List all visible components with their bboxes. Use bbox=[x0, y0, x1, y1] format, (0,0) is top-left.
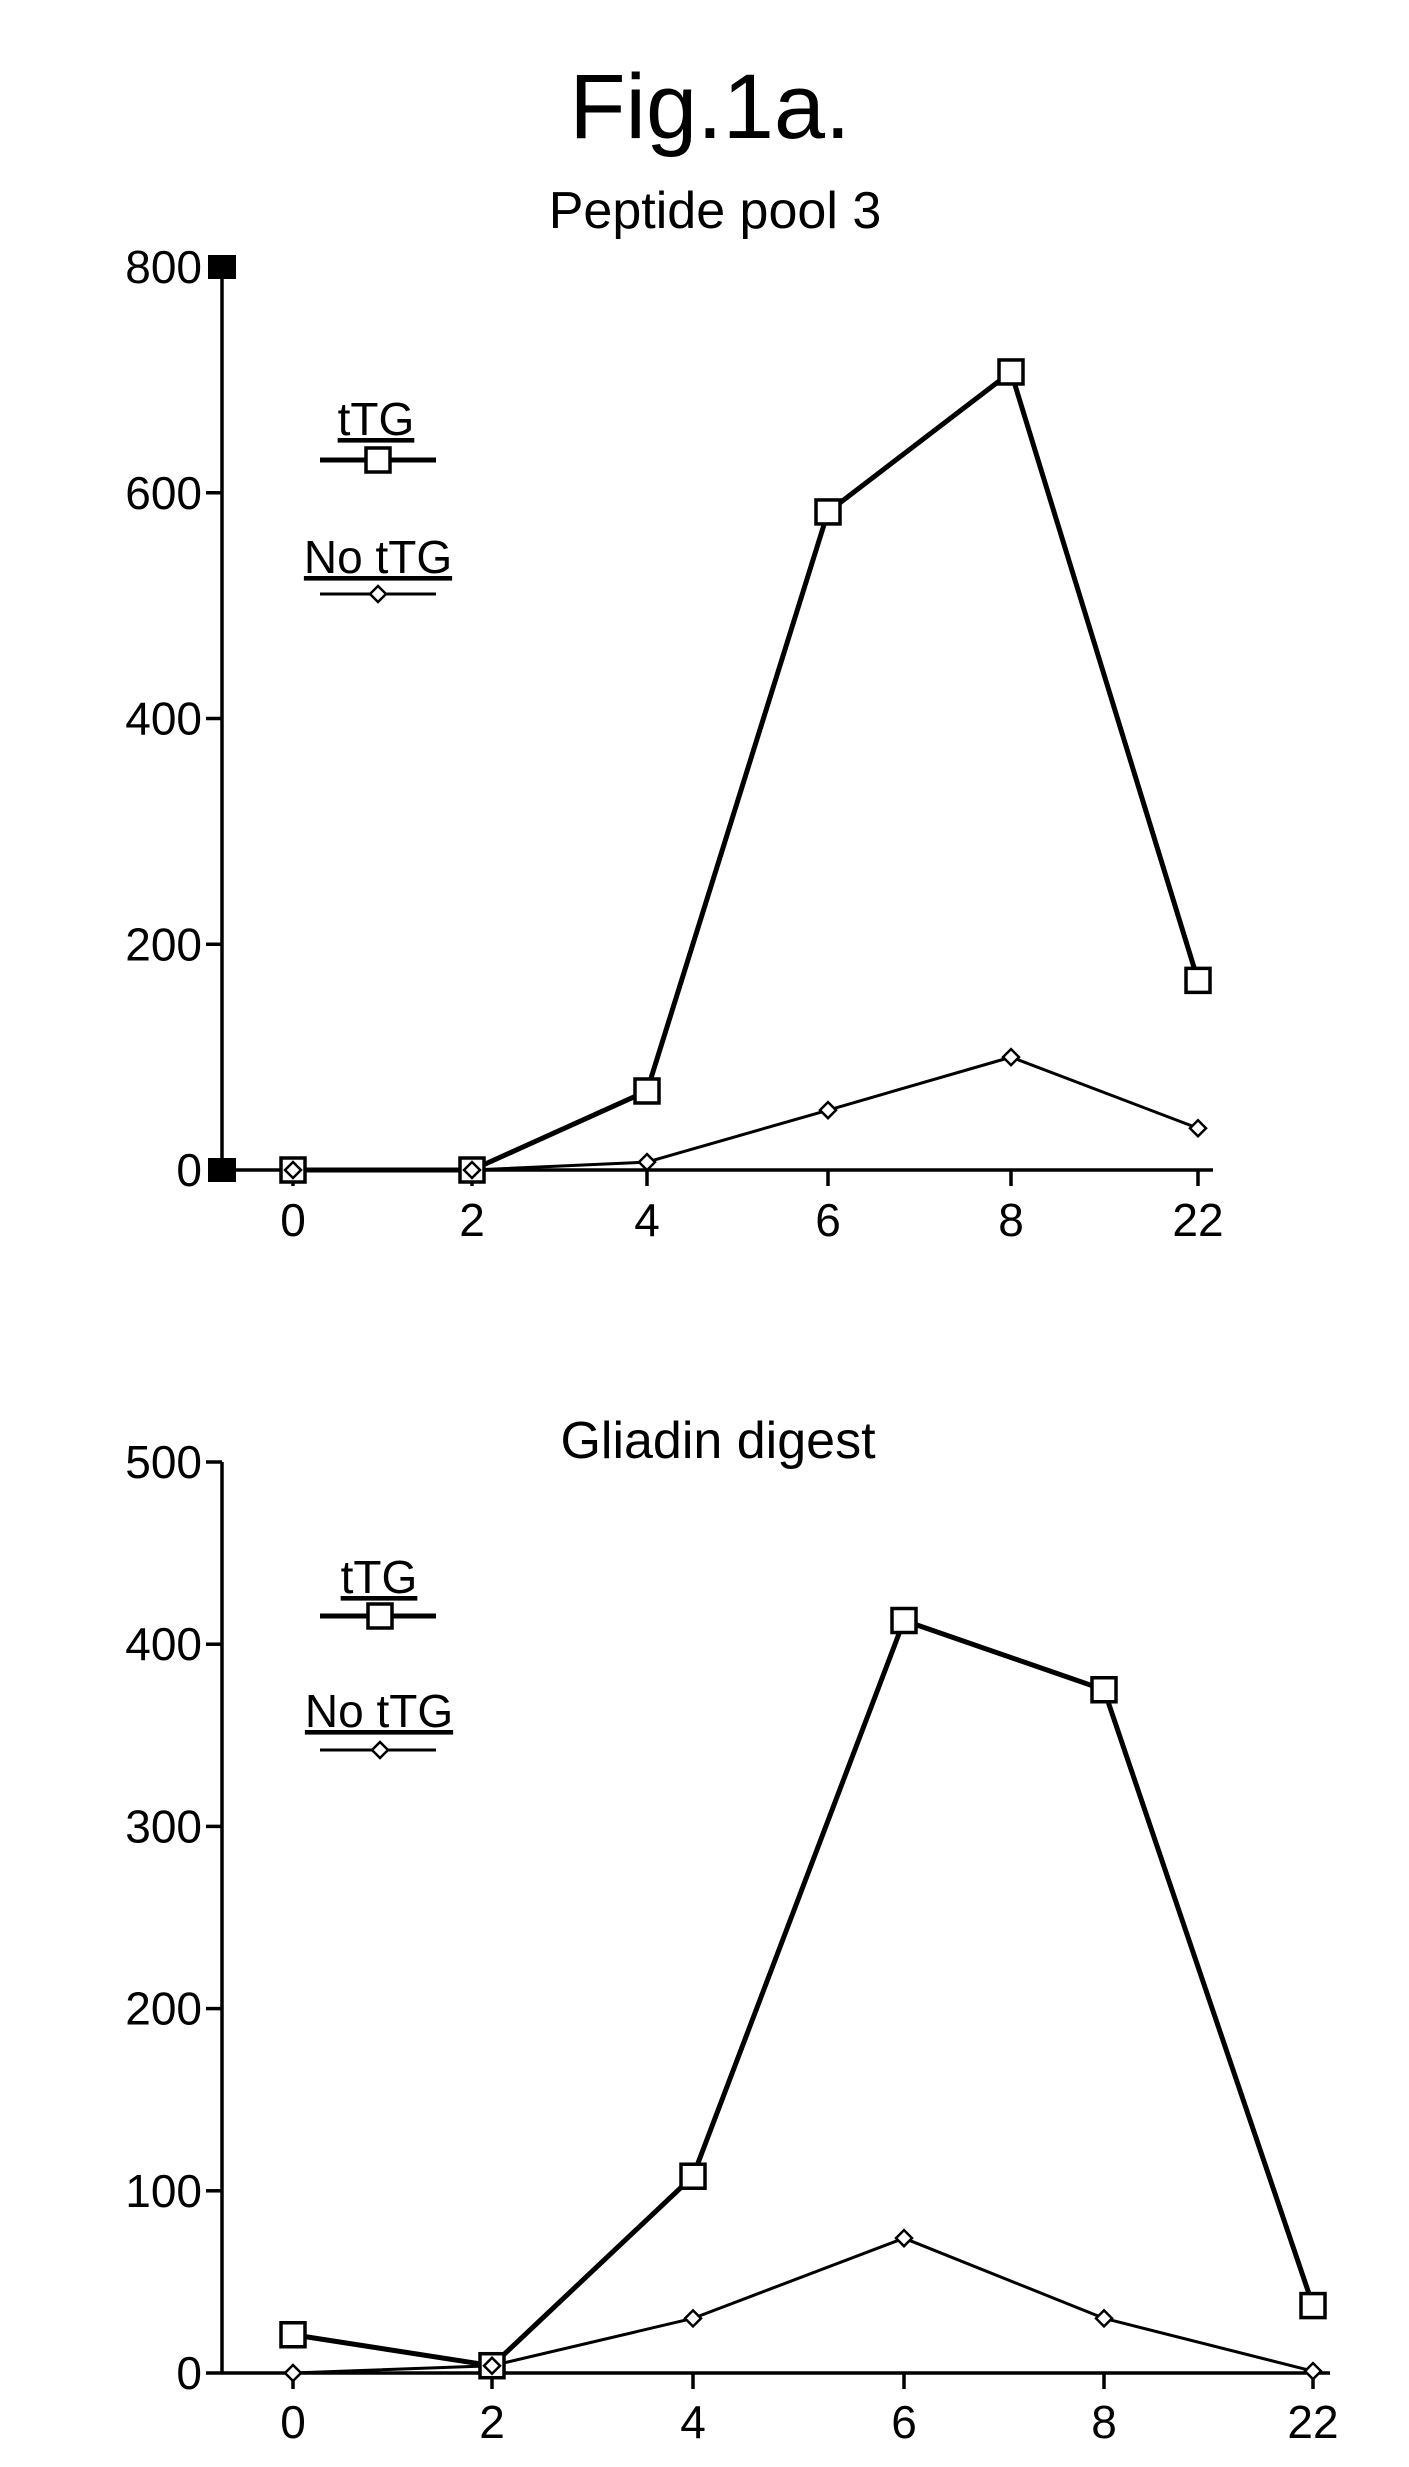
y-tick-label: 200 bbox=[125, 1983, 202, 2035]
data-point-no-ttg bbox=[1096, 2310, 1112, 2326]
data-point-ttg bbox=[635, 1079, 659, 1103]
data-point-ttg bbox=[1092, 1678, 1116, 1702]
data-point-ttg bbox=[281, 2323, 305, 2347]
legend-label-ttg: tTG bbox=[341, 1551, 418, 1603]
y-tick-label: 500 bbox=[125, 1436, 202, 1488]
data-point-ttg bbox=[1301, 2294, 1325, 2318]
x-tick-label: 0 bbox=[280, 1194, 306, 1246]
x-tick-label: 2 bbox=[459, 1194, 485, 1246]
data-point-no-ttg bbox=[1003, 1049, 1019, 1065]
series-line-no-ttg bbox=[293, 1057, 1198, 1170]
x-tick-label: 8 bbox=[998, 1194, 1024, 1246]
x-tick-label: 0 bbox=[280, 2396, 306, 2448]
legend-marker-no-ttg bbox=[372, 1742, 388, 1758]
data-point-no-ttg bbox=[820, 1102, 836, 1118]
y-axis-end-block bbox=[208, 255, 236, 279]
data-point-no-ttg bbox=[285, 2365, 301, 2381]
y-tick-label: 400 bbox=[125, 1618, 202, 1670]
y-tick-label: 100 bbox=[125, 2165, 202, 2217]
x-tick-label: 4 bbox=[634, 1194, 660, 1246]
data-point-no-ttg bbox=[1190, 1120, 1206, 1136]
legend-marker-ttg bbox=[366, 448, 390, 472]
chart-gliadin-digest: Gliadin digest 0 100 200 300 400 500 0 2 4 6 8 22 tTG… bbox=[125, 1412, 1338, 2448]
legend-label-ttg: tTG bbox=[338, 393, 415, 445]
x-tick-label: 4 bbox=[680, 2396, 706, 2448]
x-tick-label: 6 bbox=[815, 1194, 841, 1246]
data-point-ttg bbox=[999, 360, 1023, 384]
data-point-no-ttg bbox=[1305, 2363, 1321, 2379]
chart-title: Gliadin digest bbox=[560, 1412, 876, 1470]
legend-marker-ttg bbox=[368, 1604, 392, 1628]
data-point-no-ttg bbox=[896, 2230, 912, 2246]
data-point-no-ttg bbox=[639, 1154, 655, 1170]
data-point-ttg bbox=[1186, 968, 1210, 992]
x-tick-label: 6 bbox=[891, 2396, 917, 2448]
y-tick-label: 800 bbox=[125, 241, 202, 293]
chart-peptide-pool-3: Peptide pool 3 0 200 400 600 800 0 2 4 6 8 22 tTG No … bbox=[125, 182, 1223, 1246]
y-tick-label: 300 bbox=[125, 1800, 202, 1852]
y-tick-label: 0 bbox=[176, 1144, 202, 1196]
x-tick-label: 22 bbox=[1287, 2396, 1338, 2448]
legend-label-no-ttg: No tTG bbox=[304, 531, 452, 583]
series-line-no-ttg bbox=[293, 2238, 1313, 2373]
series-line-ttg bbox=[293, 372, 1198, 1170]
x-tick-label: 22 bbox=[1172, 1194, 1223, 1246]
data-point-no-ttg bbox=[685, 2310, 701, 2326]
legend-marker-no-ttg bbox=[370, 586, 386, 602]
x-tick-label: 8 bbox=[1091, 2396, 1117, 2448]
y-tick-label: 200 bbox=[125, 918, 202, 970]
data-point-ttg bbox=[892, 1609, 916, 1633]
y-tick-label: 400 bbox=[125, 693, 202, 745]
x-tick-label: 2 bbox=[479, 2396, 505, 2448]
data-point-ttg bbox=[681, 2164, 705, 2188]
data-point-ttg bbox=[816, 500, 840, 524]
figure-title: Fig.1a. bbox=[569, 56, 850, 158]
legend-label-no-ttg: No tTG bbox=[305, 1685, 453, 1737]
chart-title: Peptide pool 3 bbox=[549, 182, 882, 240]
y-tick-label: 600 bbox=[125, 467, 202, 519]
y-tick-label: 0 bbox=[176, 2347, 202, 2399]
